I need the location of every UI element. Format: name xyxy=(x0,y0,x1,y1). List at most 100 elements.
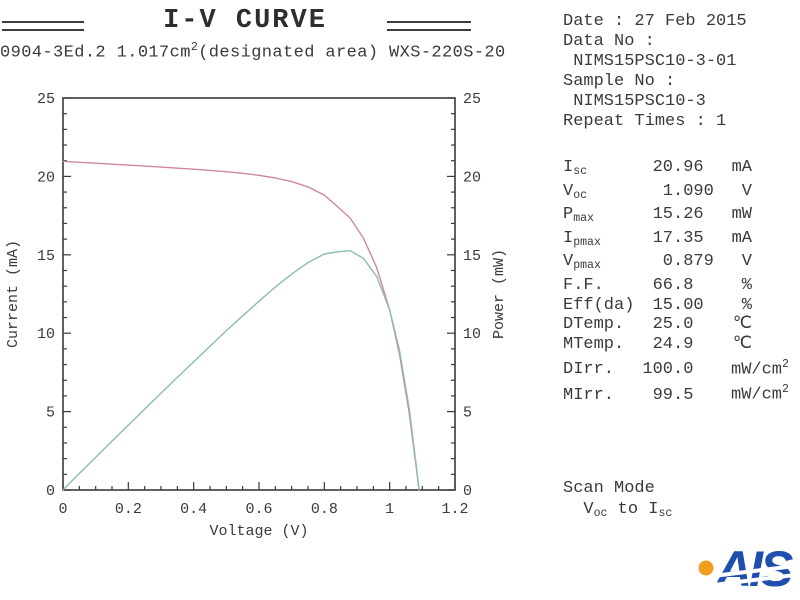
x-axis-title: Voltage (V) xyxy=(209,523,308,540)
scan-mode: Scan Mode Voc to Isc xyxy=(563,478,672,524)
measurement-voc: Voc 1.090 V xyxy=(563,182,789,206)
measurement-unit: V xyxy=(741,252,752,272)
current-curve xyxy=(62,160,420,491)
measurement-label: Eff(da) xyxy=(563,295,635,315)
y-right-tick-label: 10 xyxy=(463,326,481,343)
y-right-tick-label: 0 xyxy=(463,483,472,500)
measurement-label: DTemp. xyxy=(563,315,625,335)
measurement-isc: Isc 20.96 mA xyxy=(563,158,789,182)
measurement-value-frac: .8 xyxy=(673,275,694,295)
y-right-tick-label: 20 xyxy=(463,169,481,186)
measurement-value-int: 1 xyxy=(662,181,673,201)
measurement-value-int: 17 xyxy=(652,228,673,248)
x-tick-label: 0.8 xyxy=(311,501,338,518)
info-line: Data No : xyxy=(563,32,655,51)
measurement-dirr: DIrr. 100.0 mW/cm2 xyxy=(563,355,789,380)
info-line: Date : 27 Feb 2015 xyxy=(563,12,747,31)
measurement-value-int: 100 xyxy=(642,360,673,380)
measurement-value-int: 15 xyxy=(652,205,673,225)
measurement-value-frac: .00 xyxy=(673,295,704,315)
measurement-dtemp: DTemp. 25.0 ℃ xyxy=(563,315,789,335)
iv-chart: 0 0.2 0.4 0.6 0.8 1 1.2 0 0 5 5 10 10 15 15 20 20 25 25 Vol… xyxy=(0,85,530,540)
title-rule-right xyxy=(387,21,471,31)
measurement-unit: mA xyxy=(731,228,752,248)
measurement-unit: mA xyxy=(731,158,752,177)
x-tick-label: 0.4 xyxy=(180,501,207,518)
info-line: Repeat Times : 1 xyxy=(563,112,727,131)
measurement-unit: mW xyxy=(731,205,752,225)
measurement-unit: V xyxy=(741,181,752,201)
measurement-label: Ipmax xyxy=(563,228,601,249)
measurement-value-frac: .879 xyxy=(673,252,714,272)
measurement-mirr: MIrr. 99.5 mW/cm2 xyxy=(563,380,789,405)
measurement-value-int: 25 xyxy=(652,315,673,335)
measurement-value-int: 99 xyxy=(652,385,673,405)
measurement-value-frac: .9 xyxy=(673,335,694,354)
measurement-value-frac: .0 xyxy=(673,360,694,380)
results-panel: Date : 27 Feb 2015 Data No : NIMS15PSC10-… xyxy=(563,12,800,592)
y-left-tick-label: 20 xyxy=(37,169,55,186)
axis-ticks xyxy=(62,97,456,491)
y-right-axis-title: Power (mW) xyxy=(491,249,508,339)
sample-description: 0904-3Ed.2 1.017cm2(designated area) WXS… xyxy=(0,41,506,63)
measurement-label: MTemp. xyxy=(563,335,625,354)
measurement-ff: F.F. 66.8% xyxy=(563,276,789,296)
y-right-tick-label: 25 xyxy=(463,91,481,108)
measurements: Isc 20.96 mA Voc 1.090 V Pmax 15.26 mW Ipmax 17.35… xyxy=(563,158,789,405)
y-left-tick-label: 10 xyxy=(37,326,55,343)
measurement-value-int: 66 xyxy=(652,275,673,295)
logo-stripes xyxy=(714,561,800,587)
y-right-tick-label: 5 xyxy=(463,405,472,422)
sample-info: Date : 27 Feb 2015 Data No : NIMS15PSC10-… xyxy=(563,12,747,132)
y-right-tick-label: 15 xyxy=(463,248,481,265)
measurement-unit: % xyxy=(741,295,752,315)
logo-dot-icon xyxy=(698,560,714,576)
measurement-label: Pmax xyxy=(563,205,594,226)
x-tick-label: 0.2 xyxy=(115,501,142,518)
measurement-label: Voc xyxy=(563,181,588,202)
measurement-pmax: Pmax 15.26 mW xyxy=(563,205,789,229)
y-left-tick-label: 15 xyxy=(37,248,55,265)
measurement-unit: mW/cm2 xyxy=(731,357,789,380)
x-tick-label: 1.2 xyxy=(441,501,468,518)
measurement-label: Isc xyxy=(563,158,588,178)
scan-mode-value: Voc to Isc xyxy=(563,500,673,520)
measurement-value-int: 0 xyxy=(662,252,673,272)
measurement-value-frac: .26 xyxy=(673,205,704,225)
power-curve xyxy=(62,249,420,491)
scan-mode-label: Scan Mode xyxy=(563,479,655,498)
measurement-value-frac: .0 xyxy=(673,315,694,335)
measurement-unit: ℃ xyxy=(732,335,752,354)
measurement-value-int: 20 xyxy=(652,158,673,177)
aist-logo-svg: AIS xyxy=(698,541,800,597)
title-rule-left xyxy=(2,21,84,31)
measurement-value-frac: .35 xyxy=(673,228,704,248)
y-left-axis-title: Current (mA) xyxy=(5,240,22,348)
measurement-mtemp: MTemp. 24.9 ℃ xyxy=(563,335,789,355)
measurement-value-int: 15 xyxy=(652,295,673,315)
page-title: I-V CURVE xyxy=(163,6,327,36)
measurement-label: MIrr. xyxy=(563,385,615,405)
y-left-tick-label: 25 xyxy=(37,91,55,108)
info-line: NIMS15PSC10-3 xyxy=(563,92,706,111)
measurement-ipmax: Ipmax 17.35 mA xyxy=(563,229,789,253)
measurement-label: DIrr. xyxy=(563,360,615,380)
measurement-unit: ℃ xyxy=(732,315,752,335)
x-tick-label: 0.6 xyxy=(245,501,272,518)
measurement-label: F.F. xyxy=(563,275,604,295)
aist-logo: AIS xyxy=(692,532,800,598)
measurement-value-int: 24 xyxy=(652,335,673,354)
y-left-tick-label: 0 xyxy=(46,483,55,500)
measurement-vpmax: Vpmax 0.879 V xyxy=(563,252,789,276)
measurement-value-frac: .96 xyxy=(673,158,704,177)
y-left-tick-label: 5 xyxy=(46,405,55,422)
measurement-label: Vpmax xyxy=(563,252,601,273)
info-line: Sample No : xyxy=(563,72,676,91)
x-tick-label: 1 xyxy=(385,501,394,518)
measurement-value-frac: .5 xyxy=(673,385,694,405)
measurement-value-frac: .090 xyxy=(673,181,714,201)
x-tick-label: 0 xyxy=(58,501,67,518)
